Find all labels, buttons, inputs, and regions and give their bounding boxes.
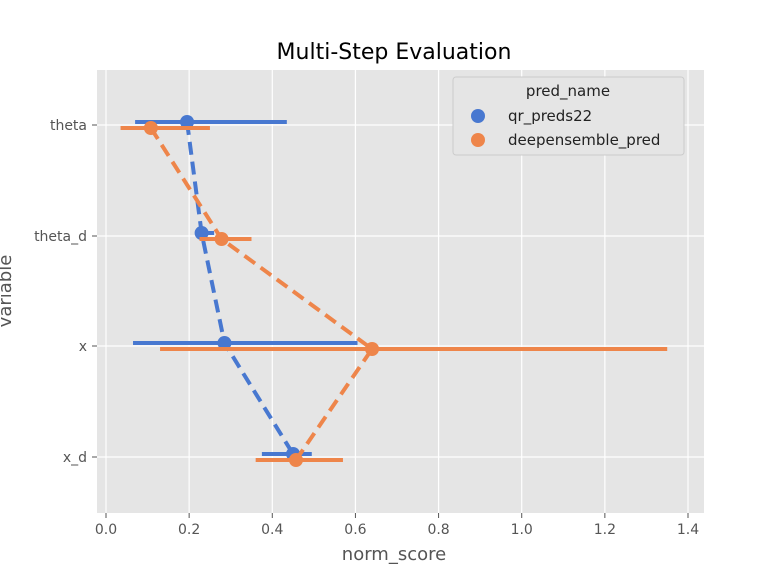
point-deepensemble-pred-x-d [288, 453, 303, 467]
x-tick-label: 1.0 [511, 522, 533, 538]
y-tick-label-x: x [79, 339, 87, 355]
x-tick-label: 0.4 [261, 522, 283, 538]
y-tick-label-x-d: x_d [63, 450, 87, 466]
x-tick-labels: 0.0 0.2 0.4 0.6 0.8 1.0 1.2 1.4 [95, 513, 699, 538]
grid-layer [97, 70, 704, 513]
x-tick-label: 0.0 [95, 522, 117, 538]
point-deepensemble-pred-theta [143, 121, 158, 135]
legend: pred_name qr_preds22 deepensemble_pred [452, 76, 685, 156]
x-tick-label: 1.4 [677, 522, 699, 538]
legend-marker-deepensemble-pred [471, 133, 485, 147]
y-axis-label: variable [0, 255, 16, 328]
point-qr-preds22-x [217, 336, 232, 350]
chart-title: Multi-Step Evaluation [277, 40, 512, 65]
legend-box [452, 76, 685, 156]
legend-title: pred_name [526, 82, 610, 101]
point-deepensemble-pred-x [365, 342, 380, 356]
y-tick-label-theta-d: theta_d [34, 229, 87, 245]
series-line-qr-preds22 [185, 121, 295, 456]
legend-marker-qr-preds22 [471, 109, 485, 123]
legend-label-qr-preds22: qr_preds22 [508, 107, 592, 126]
x-axis-label: norm_score [342, 544, 446, 565]
point-qr-preds22-theta [180, 115, 195, 129]
point-deepensemble-pred-theta-d [214, 232, 229, 246]
x-tick-label: 0.6 [344, 522, 366, 538]
series-deepensemble-pred [120, 121, 668, 467]
y-tick-label-theta: theta [50, 118, 87, 134]
x-tick-label: 0.8 [427, 522, 449, 538]
x-tick-label: 1.2 [594, 522, 616, 538]
legend-label-deepensemble-pred: deepensemble_pred [508, 131, 660, 150]
series-line-deepensemble-pred [149, 126, 375, 462]
x-tick-label: 0.2 [178, 522, 200, 538]
series-layer [120, 115, 668, 467]
point-qr-preds22-theta-d [194, 226, 209, 240]
y-tick-labels: theta theta_dx x_d [34, 118, 97, 466]
